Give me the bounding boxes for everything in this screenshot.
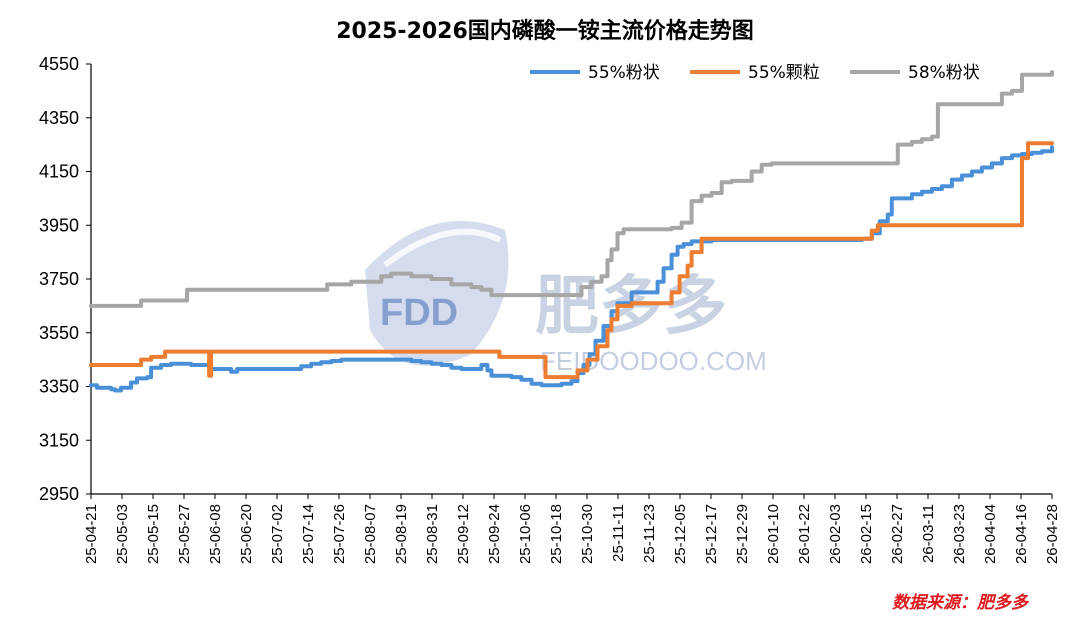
series-line-1 — [89, 145, 1054, 393]
x-tick-label: 26-03-11 — [920, 504, 937, 563]
x-tick-label: 26-01-22 — [796, 504, 813, 564]
y-tick-label: 4350 — [39, 108, 79, 128]
watermark-logo-text: FDD — [380, 292, 458, 334]
x-tick-label: 25-04-21 — [83, 504, 100, 564]
x-tick-label: 25-08-31 — [424, 504, 441, 564]
x-tick-label: 26-01-10 — [765, 504, 782, 564]
x-tick-label: 26-03-23 — [951, 504, 968, 564]
y-tick-label: 3750 — [39, 269, 79, 289]
x-tick-label: 25-06-08 — [207, 504, 224, 564]
series-line-3 — [89, 70, 1054, 308]
legend-label: 58%粉状 — [908, 63, 980, 83]
series-line-2 — [89, 141, 1054, 380]
x-tick-label: 25-09-12 — [455, 504, 472, 564]
y-tick-label: 3950 — [39, 215, 79, 235]
feiduoduo-watermark: FDD 肥多多 FEIDOODOO.COM — [365, 221, 767, 376]
x-tick-label: 25-10-06 — [517, 504, 534, 564]
y-tick-label: 2950 — [39, 484, 79, 504]
data-source-note: 数据来源：肥多多 — [892, 593, 1030, 613]
x-tick-label: 26-04-16 — [1013, 504, 1030, 564]
x-tick-label: 25-08-19 — [393, 504, 410, 564]
x-tick-label: 25-12-29 — [734, 504, 751, 564]
x-tick-label: 25-12-17 — [703, 504, 720, 564]
x-tick-label: 25-06-20 — [238, 504, 255, 564]
x-tick-label: 26-02-15 — [858, 504, 875, 564]
legend-label: 55%粉状 — [588, 63, 660, 83]
y-tick-label: 4550 — [39, 54, 79, 74]
y-axis: 2950 3150 3350 3550 3750 3950 4150 4350 4550 — [39, 54, 92, 504]
x-tick-label: 26-02-03 — [827, 504, 844, 564]
x-tick-label: 25-11-11 — [610, 504, 627, 562]
x-tick-label: 26-02-27 — [889, 504, 906, 564]
series-layer — [89, 70, 1054, 393]
x-tick-label: 25-11-23 — [641, 504, 658, 563]
x-tick-label: 26-04-28 — [1044, 504, 1061, 564]
x-tick-label: 25-07-14 — [300, 504, 317, 564]
x-tick-label: 25-05-15 — [145, 504, 162, 564]
x-axis: 25-04-21 25-05-03 25-05-15 25-05-27 25-06-08… — [83, 493, 1061, 564]
watermark-url: FEIDOODOO.COM — [540, 346, 767, 376]
x-tick-label: 25-10-18 — [548, 504, 565, 564]
x-tick-label: 26-04-04 — [982, 504, 999, 564]
y-tick-label: 3550 — [39, 323, 79, 343]
legend: 55%粉状 55%颗粒 58%粉状 — [530, 63, 980, 83]
x-tick-label: 25-09-24 — [486, 504, 503, 564]
y-tick-label: 4150 — [39, 162, 79, 182]
chart-title: 2025-2026国内磷酸一铵主流价格走势图 — [336, 18, 754, 44]
x-tick-label: 25-07-26 — [331, 504, 348, 564]
x-tick-label: 25-08-07 — [362, 504, 379, 564]
legend-label: 55%颗粒 — [748, 63, 820, 83]
y-tick-label: 3150 — [39, 430, 79, 450]
leaf-vein-icon — [383, 228, 502, 268]
x-tick-label: 25-12-05 — [672, 504, 689, 564]
x-tick-label: 25-07-02 — [269, 504, 286, 564]
x-tick-label: 25-05-03 — [114, 504, 131, 564]
y-tick-label: 3350 — [39, 377, 79, 397]
x-tick-label: 25-05-27 — [176, 504, 193, 564]
x-tick-label: 25-10-30 — [579, 504, 596, 564]
